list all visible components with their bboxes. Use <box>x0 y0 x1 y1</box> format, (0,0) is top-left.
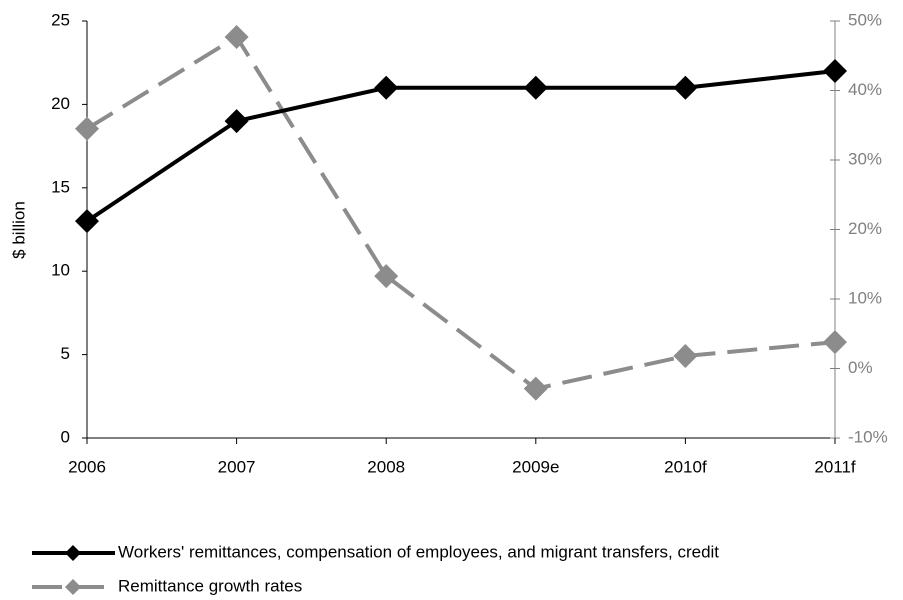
x-tick-label: 2009e <box>512 457 559 476</box>
marker <box>75 209 99 234</box>
x-tick-label: 2008 <box>367 457 405 476</box>
marker <box>374 75 399 100</box>
legend-label: Workers' remittances, compensation of em… <box>118 542 719 561</box>
marker <box>224 24 249 49</box>
marker <box>823 59 847 84</box>
y2-tick-label: 50% <box>848 10 882 29</box>
legend-label: Remittance growth rates <box>118 576 302 595</box>
y-tick-label: 5 <box>61 344 70 363</box>
marker <box>224 109 249 134</box>
series-line <box>85 69 836 223</box>
y-tick-label: 20 <box>51 94 70 113</box>
series-line <box>85 34 836 391</box>
legend-marker <box>65 579 81 595</box>
marker <box>823 330 847 355</box>
y-tick-label: 15 <box>51 177 70 196</box>
x-tick-label: 2006 <box>68 457 106 476</box>
y2-tick-label: 30% <box>848 149 882 168</box>
y2-tick-label: 10% <box>848 288 882 307</box>
marker <box>673 75 698 100</box>
y-tick-label: 25 <box>51 10 70 29</box>
y-tick-label: 10 <box>51 261 70 280</box>
marker <box>75 116 99 141</box>
y2-tick-label: -10% <box>848 427 888 446</box>
marker <box>374 264 399 289</box>
x-tick-label: 2011f <box>814 457 856 476</box>
y2-tick-label: 0% <box>848 358 873 377</box>
y-axis-label: $ billion <box>9 201 28 259</box>
y-tick-label: 0 <box>61 427 70 446</box>
x-tick-label: 2007 <box>218 457 256 476</box>
marker <box>673 343 698 368</box>
legend-marker <box>65 545 81 561</box>
marker <box>523 376 548 401</box>
marker <box>523 75 548 100</box>
x-tick-label: 2010f <box>664 457 707 476</box>
y2-tick-label: 40% <box>848 80 882 99</box>
y2-tick-label: 20% <box>848 219 882 238</box>
